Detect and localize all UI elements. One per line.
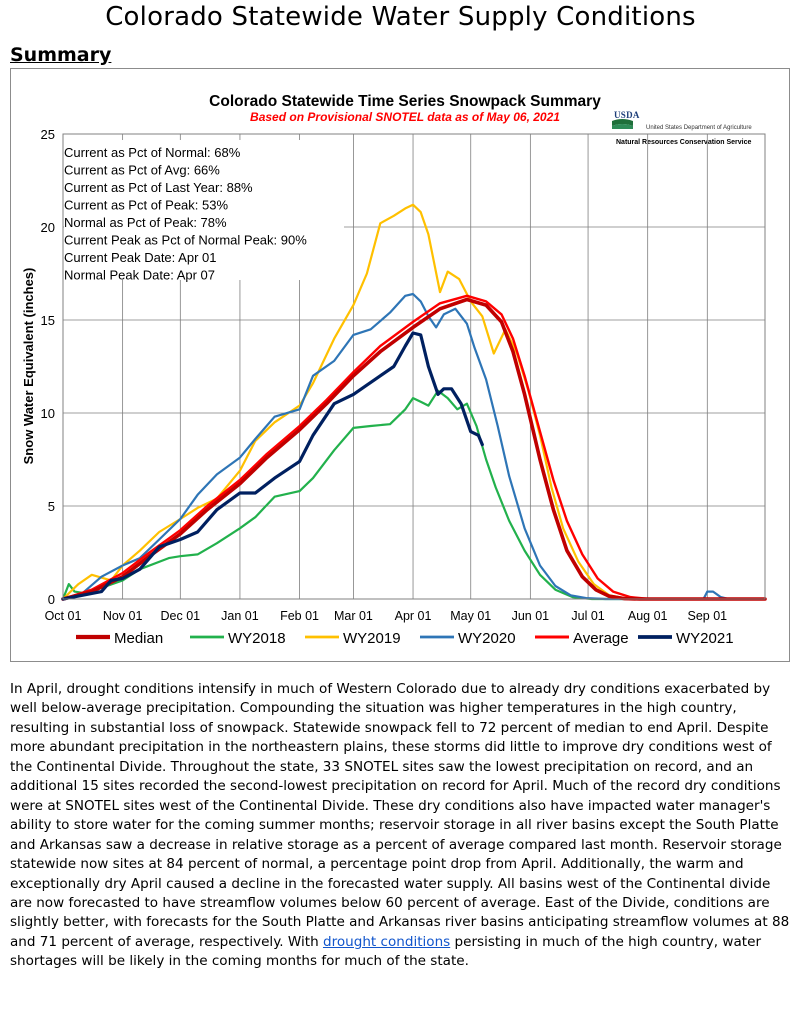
chart-series-lines bbox=[61, 203, 767, 601]
stats-line: Current Peak as Pct of Normal Peak: 90% bbox=[64, 233, 307, 248]
summary-paragraph: In April, drought conditions intensify i… bbox=[10, 680, 795, 972]
y-tick-label: 15 bbox=[41, 313, 55, 328]
series-line-wy2018 bbox=[61, 389, 767, 601]
legend-item-wy2021: WY2021 bbox=[638, 630, 734, 647]
chart-subtitle: Based on Provisional SNOTEL data as of M… bbox=[250, 110, 560, 124]
document-title: Colorado Statewide Water Supply Conditio… bbox=[105, 2, 696, 32]
usda-logo-text: USDA bbox=[614, 110, 640, 120]
summary-text-part1: In April, drought conditions intensify i… bbox=[10, 681, 790, 950]
series-line-median bbox=[61, 297, 767, 601]
x-tick-label: May 01 bbox=[450, 609, 491, 623]
legend-item-wy2019: WY2019 bbox=[305, 630, 401, 647]
summary-text-part2: persisting in much of the high country, … bbox=[10, 933, 762, 970]
y-tick-label: 20 bbox=[41, 220, 55, 235]
section-heading-summary: Summary bbox=[10, 44, 112, 66]
stats-line: Normal as Pct of Peak: 78% bbox=[64, 215, 227, 230]
chart-stats-box: Current as Pct of Normal: 68% Current as … bbox=[64, 140, 344, 283]
x-tick-label: Sep 01 bbox=[687, 609, 727, 623]
legend-item-median: Median bbox=[76, 630, 163, 647]
series-line-wy2020 bbox=[61, 292, 767, 601]
stats-line: Current as Pct of Normal: 68% bbox=[64, 145, 241, 160]
y-tick-label: 0 bbox=[48, 592, 55, 607]
legend-item-average: Average bbox=[535, 630, 629, 647]
y-axis: 0 5 10 15 20 25 bbox=[41, 127, 55, 607]
x-tick-label: Nov 01 bbox=[103, 609, 143, 623]
stats-line: Current as Pct of Last Year: 88% bbox=[64, 180, 253, 195]
stats-background bbox=[64, 140, 344, 280]
nrcs-agency: Natural Resources Conservation Service bbox=[616, 139, 751, 146]
x-tick-label: Oct 01 bbox=[45, 609, 82, 623]
y-axis-label: Snow Water Equivalent (inches) bbox=[21, 268, 36, 465]
stats-line: Normal Peak Date: Apr 07 bbox=[64, 268, 215, 283]
legend-label: WY2019 bbox=[343, 630, 401, 647]
snowpack-chart: Colorado Statewide Time Series Snowpack … bbox=[21, 93, 767, 647]
legend-label: WY2021 bbox=[676, 630, 734, 647]
x-tick-label: Dec 01 bbox=[161, 609, 201, 623]
series-line-average bbox=[61, 294, 767, 601]
stats-line: Current as Pct of Avg: 66% bbox=[64, 163, 220, 178]
chart-title: Colorado Statewide Time Series Snowpack … bbox=[209, 93, 601, 110]
x-tick-label: Jan 01 bbox=[221, 609, 259, 623]
chart-legend: Median WY2018 WY2019 WY2020 Average WY2021 bbox=[76, 630, 734, 647]
legend-item-wy2018: WY2018 bbox=[190, 630, 286, 647]
drought-conditions-link[interactable]: drought conditions bbox=[322, 933, 451, 950]
x-tick-label: Aug 01 bbox=[628, 609, 668, 623]
x-axis: Oct 01 Nov 01 Dec 01 Jan 01 Feb 01 Mar 01 Apr … bbox=[45, 609, 728, 623]
x-tick-label: Jul 01 bbox=[571, 609, 604, 623]
y-tick-label: 25 bbox=[41, 127, 55, 142]
usda-logo: USDA United States Department of Agricul… bbox=[612, 110, 764, 146]
plot-area-border bbox=[62, 133, 766, 600]
x-tick-label: Jun 01 bbox=[512, 609, 550, 623]
series-line-wy2021 bbox=[61, 331, 484, 601]
y-tick-label: 5 bbox=[48, 499, 55, 514]
stats-line: Current as Pct of Peak: 53% bbox=[64, 198, 228, 213]
y-tick-label: 10 bbox=[41, 406, 55, 421]
x-tick-label: Apr 01 bbox=[395, 609, 432, 623]
stats-line: Current Peak Date: Apr 01 bbox=[64, 250, 216, 265]
legend-label: Median bbox=[114, 630, 163, 647]
x-tick-label: Feb 01 bbox=[280, 609, 319, 623]
legend-item-wy2020: WY2020 bbox=[420, 630, 516, 647]
x-tick-label: Mar 01 bbox=[334, 609, 373, 623]
legend-label: Average bbox=[573, 630, 629, 647]
legend-label: WY2020 bbox=[458, 630, 516, 647]
legend-label: WY2018 bbox=[228, 630, 286, 647]
usda-logo-icon: USDA bbox=[612, 110, 640, 129]
usda-department: United States Department of Agriculture bbox=[646, 125, 752, 131]
